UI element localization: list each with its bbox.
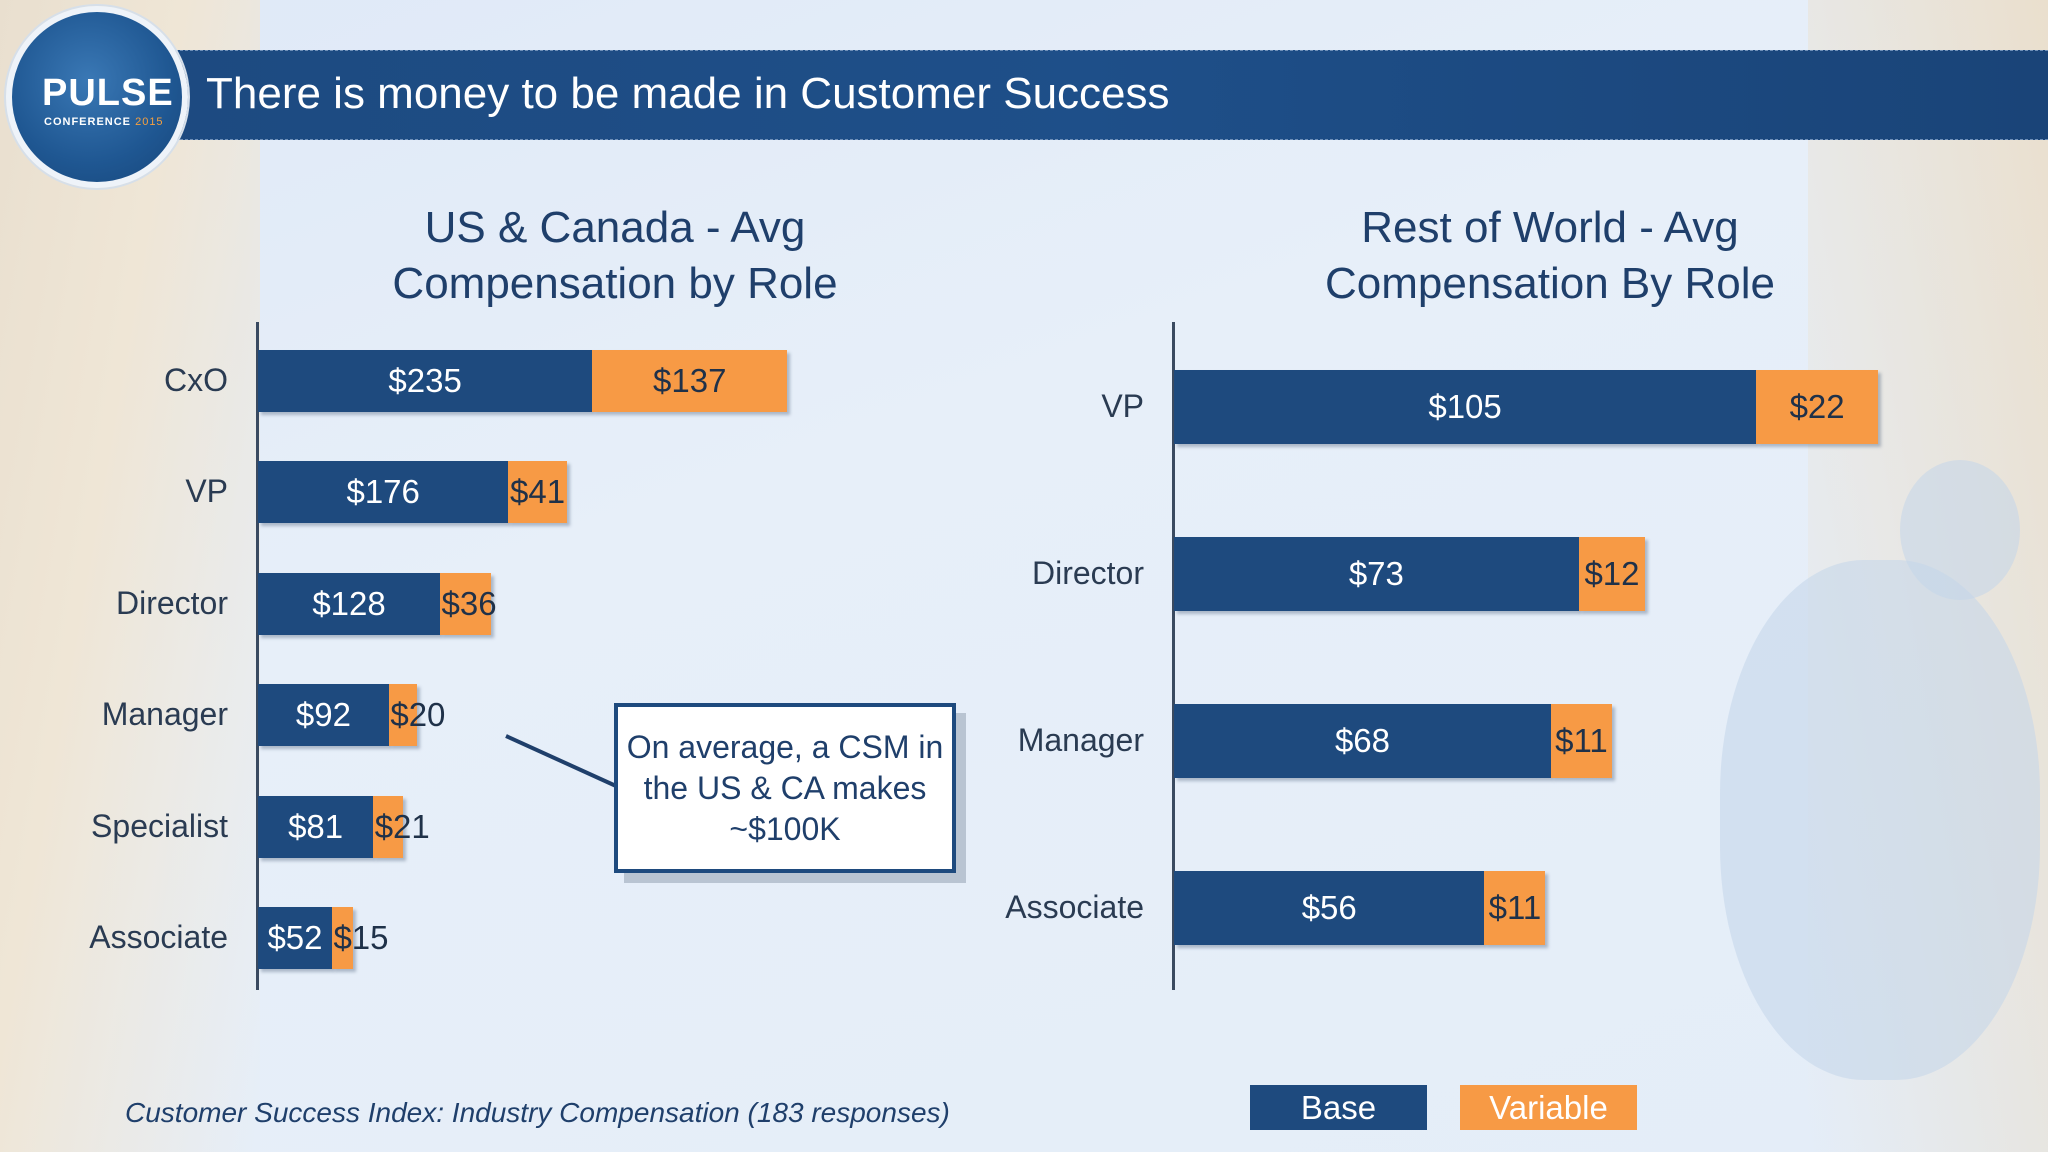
us-canada-bar-variable bbox=[388, 684, 418, 747]
rest-of-world-bar-variable bbox=[1484, 871, 1546, 945]
us-canada-data-label-base: $52 bbox=[267, 919, 323, 956]
rest-of-world-bar-variable bbox=[1756, 370, 1879, 444]
rest-of-world-category-label: VP bbox=[1101, 388, 1144, 424]
us-canada-category-label: Manager bbox=[101, 696, 228, 733]
us-canada-bar-base bbox=[258, 684, 389, 747]
logo-year: 2015 bbox=[135, 116, 164, 128]
us-canada-data-label-base: $92 bbox=[295, 696, 351, 734]
us-canada-bar-base bbox=[258, 461, 509, 524]
us-canada-bar-base bbox=[258, 350, 593, 412]
logo-conference-text: CONFERENCE bbox=[44, 116, 132, 128]
us-canada-data-label-variable: $15 bbox=[333, 919, 389, 956]
background-decoration-left bbox=[0, 0, 260, 1152]
rest-of-world-bar-base bbox=[1174, 370, 1757, 444]
rest-of-world-bar-variable bbox=[1578, 537, 1646, 611]
rest-of-world-axis-line bbox=[1172, 322, 1175, 990]
title-banner bbox=[120, 50, 2048, 140]
rest-of-world-data-label-variable: $11 bbox=[1555, 722, 1608, 759]
rest-of-world-bar-base bbox=[1174, 704, 1551, 778]
chart-us-canada-title: US & Canada - Avg Compensation by Role bbox=[392, 203, 838, 308]
legend-base: Base bbox=[1250, 1085, 1427, 1130]
us-canada-bar-base bbox=[258, 907, 332, 969]
rest-of-world-bar-variable bbox=[1550, 704, 1612, 778]
chart-rest-of-world-title: Rest of World - Avg Compensation By Role bbox=[1324, 203, 1775, 308]
us-canada-data-label-variable: $137 bbox=[653, 362, 727, 399]
rest-of-world-data-label-base: $105 bbox=[1428, 388, 1502, 425]
logo-text: PULSE bbox=[42, 72, 174, 114]
rest-of-world-data-label-variable: $22 bbox=[1789, 388, 1845, 425]
us-canada-bar-variable bbox=[508, 461, 567, 524]
us-canada-category-label: Specialist bbox=[91, 807, 228, 844]
us-canada-category-label: Associate bbox=[89, 919, 228, 955]
us-canada-data-label-variable: $20 bbox=[390, 696, 446, 734]
rest-of-world-data-label-base: $73 bbox=[1348, 555, 1404, 592]
rest-of-world-category-label: Director bbox=[1031, 555, 1144, 591]
rest-of-world-data-label-base: $56 bbox=[1301, 889, 1357, 926]
us-canada-bar-variable bbox=[440, 572, 492, 635]
rest-of-world-data-label-base: $68 bbox=[1334, 722, 1391, 759]
rest-of-world-bar-base bbox=[1174, 871, 1485, 945]
rest-of-world-data-label-variable: $12 bbox=[1584, 555, 1640, 592]
us-canada-category-label: Director bbox=[115, 584, 228, 621]
rest-of-world-category-label: Associate bbox=[1005, 889, 1144, 925]
slide-title: There is money to be made in Customer Su… bbox=[206, 69, 1170, 118]
us-canada-bar-variable bbox=[331, 907, 354, 969]
us-canada-category-label: VP bbox=[185, 473, 228, 510]
us-canada-axis-line bbox=[256, 322, 259, 990]
us-canada-bar-variable bbox=[592, 350, 788, 412]
background-silhouette-body bbox=[1720, 560, 2040, 1080]
us-canada-data-label-base: $81 bbox=[288, 807, 344, 845]
us-canada-data-label-variable: $21 bbox=[374, 807, 430, 845]
us-canada-data-label-base: $176 bbox=[346, 473, 420, 511]
us-canada-data-label-variable: $41 bbox=[510, 473, 566, 511]
us-canada-data-label-variable: $36 bbox=[441, 584, 497, 622]
legend-variable: Variable bbox=[1460, 1085, 1637, 1130]
us-canada-bar-base bbox=[258, 572, 441, 635]
us-canada-category-label: CxO bbox=[164, 362, 228, 398]
us-canada-bar-base bbox=[258, 795, 374, 858]
footnote-source: Customer Success Index: Industry Compens… bbox=[125, 1097, 950, 1128]
us-canada-data-label-base: $235 bbox=[388, 362, 462, 399]
callout-box: On average, a CSM in the US & CA makes ~… bbox=[614, 703, 956, 873]
rest-of-world-category-label: Manager bbox=[1017, 722, 1144, 758]
rest-of-world-data-label-variable: $11 bbox=[1488, 889, 1542, 926]
logo-subtext: CONFERENCE 2015 bbox=[44, 116, 164, 128]
rest-of-world-bar-base bbox=[1174, 537, 1579, 611]
pulse-conference-logo: PULSE CONFERENCE 2015 bbox=[6, 6, 188, 188]
callout-text: On average, a CSM in the US & CA makes ~… bbox=[626, 728, 944, 847]
us-canada-bar-variable bbox=[373, 795, 404, 858]
us-canada-data-label-base: $128 bbox=[312, 584, 386, 622]
